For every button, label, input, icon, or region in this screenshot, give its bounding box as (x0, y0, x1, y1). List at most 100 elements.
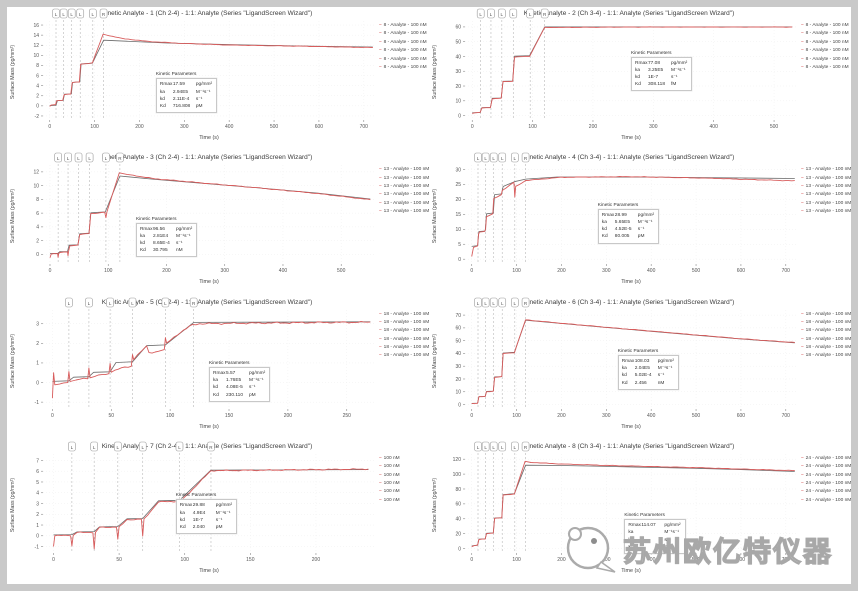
kinetic-parameter-row: Rmax 17.59 pg/mm² (160, 81, 212, 88)
chart-panel-6: Kinetic Analyte - 6 (Ch 3-4) - 1:1: Anal… (429, 296, 851, 440)
param-name: Kd (635, 82, 641, 88)
step-marker-label: L (477, 300, 480, 305)
legend-line-swatch: – (379, 209, 382, 215)
y-tick-label: 4 (36, 490, 39, 496)
step-marker-box (52, 8, 60, 19)
legend-line-swatch: – (379, 31, 382, 37)
y-tick-label: 3 (36, 321, 39, 327)
param-unit: M⁻¹s⁻¹ (215, 510, 231, 516)
step-marker-box (67, 8, 76, 19)
param-unit: nM (175, 248, 183, 254)
chart-title: Kinetic Analyte - 1 (Ch 2-4) - 1:1: Anal… (101, 10, 313, 17)
y-tick-label: 20 (455, 197, 461, 203)
step-marker-label: L (131, 300, 134, 305)
y-tick-label: 12 (33, 43, 39, 49)
legend-line-swatch: – (379, 319, 382, 325)
legend-entry: –100 nM (379, 488, 429, 496)
step-marker-label: L (57, 156, 60, 161)
data-curve (53, 468, 369, 550)
step-marker-label: L (67, 156, 70, 161)
legend-label: 18 - Analyte - 100 nM (805, 311, 851, 317)
legend-label: 100 nM (383, 455, 400, 461)
step-marker-box (498, 297, 507, 307)
x-tick-label: 500 (770, 124, 779, 130)
step-marker-label: L (484, 300, 487, 305)
legend-entry: –13 - Analyte - 100 nM (801, 208, 851, 216)
legend-line-swatch: – (379, 311, 382, 317)
legend-label: 8 - Analyte - 100 nM (383, 56, 427, 62)
legend-line-swatch: – (379, 23, 382, 28)
param-value: 4.9E4 (192, 510, 206, 516)
y-tick-label: 0 (458, 113, 461, 119)
legend-label: 100 nM (383, 497, 400, 503)
legend-entry: –13 - Analyte - 100 nM (801, 166, 851, 174)
param-unit: s⁻¹ (664, 537, 671, 543)
legend-label: 24 - Analyte - 100 nM (805, 489, 851, 495)
param-name: Kd (213, 392, 219, 398)
legend-label: 18 - Analyte - 100 nM (805, 319, 851, 325)
legend-entry: –8 - Analyte - 100 nM (801, 47, 851, 55)
step-marker-box (90, 441, 98, 452)
data-curve (471, 460, 795, 547)
x-tick-label: 100 (166, 413, 175, 419)
kinetic-parameter-row: Rmax 77.08 pg/mm² (635, 60, 687, 67)
param-unit: pM (637, 234, 645, 240)
legend-label: 8 - Analyte - 100 nM (805, 56, 849, 62)
x-tick-label: 400 (279, 268, 288, 274)
param-name: kd (213, 385, 219, 391)
y-tick-label: 10 (33, 53, 39, 59)
step-marker-box (64, 152, 72, 163)
x-tick-label: 600 (315, 124, 324, 130)
legend-label: 18 - Analyte - 100 nM (805, 336, 851, 342)
chart-title: Kinetic Analyte - 2 (Ch 3-4) - 1:1: Anal… (523, 10, 735, 17)
param-name: Kd (159, 104, 166, 110)
step-marker-label: L (514, 300, 517, 305)
legend-entry: –13 - Analyte - 100 nM (379, 200, 429, 208)
step-marker-label: R (524, 445, 528, 450)
y-tick-label: 1 (36, 360, 39, 366)
x-tick-label: 200 (135, 124, 144, 130)
kinetic-parameter-row: kd 4.08E-5 s⁻¹ (213, 384, 265, 391)
legend-line-swatch: – (801, 336, 804, 342)
y-tick-label: 15 (455, 212, 461, 218)
param-name: Kd (601, 234, 608, 240)
y-tick-label: 50 (455, 338, 461, 344)
step-marker-label: L (514, 156, 517, 161)
param-unit: s⁻¹ (195, 96, 203, 102)
kinetic-parameters-box: Kinetic Parameters Rmax 96.56 pg/mm² ka 2.81E… (135, 217, 198, 258)
step-marker-box (511, 152, 519, 163)
param-value: 5.02E-4 (634, 373, 652, 379)
legend-entry: –100 nM (379, 472, 429, 480)
legend-line-swatch: – (379, 455, 382, 461)
legend-label: 18 - Analyte - 100 nM (383, 345, 430, 351)
legend-label: 24 - Analyte - 100 nM (805, 497, 851, 503)
param-name: Kd (628, 544, 635, 550)
x-tick-label: 0 (470, 268, 473, 274)
x-tick-label: 50 (116, 557, 122, 563)
x-tick-label: 100 (104, 268, 113, 274)
param-value: 716.808 (172, 104, 191, 110)
y-tick-label: 50 (455, 39, 461, 45)
step-marker-box (116, 152, 124, 163)
step-marker-label: L (62, 12, 65, 17)
legend-entry: –24 - Analyte - 100 nM (801, 463, 851, 471)
param-value: 2.040 (192, 524, 205, 530)
chart-plot-area: L L L L L R 0 100 200 300 400 500 0 2 4 6 8 10 12 (33, 152, 375, 274)
step-marker-label: L (109, 300, 112, 305)
param-value: 77.08 (648, 60, 661, 66)
legend-label: 13 - Analyte - 100 nM (805, 209, 851, 215)
legend-line-swatch: – (801, 353, 804, 359)
x-tick-label: 0 (470, 413, 473, 419)
kinetic-parameters-box: Kinetic Parameters Rmax 17.59 pg/mm² ka 2.94E… (155, 72, 218, 114)
legend-entry: –13 - Analyte - 100 nM (379, 208, 429, 216)
x-tick-label: 600 (737, 557, 746, 563)
legend-label: 13 - Analyte - 100 nM (383, 175, 430, 181)
legend-line-swatch: – (379, 39, 382, 45)
param-unit: pg/mm² (175, 226, 193, 232)
data-curve (51, 320, 371, 398)
chart-panel-8: Kinetic Analyte - 8 (Ch 3-4) - 1:1: Anal… (429, 440, 851, 584)
x-tick-label: 100 (90, 124, 99, 130)
legend-label: 18 - Analyte - 100 nM (383, 336, 430, 342)
legend-label: 13 - Analyte - 100 nM (383, 184, 430, 190)
